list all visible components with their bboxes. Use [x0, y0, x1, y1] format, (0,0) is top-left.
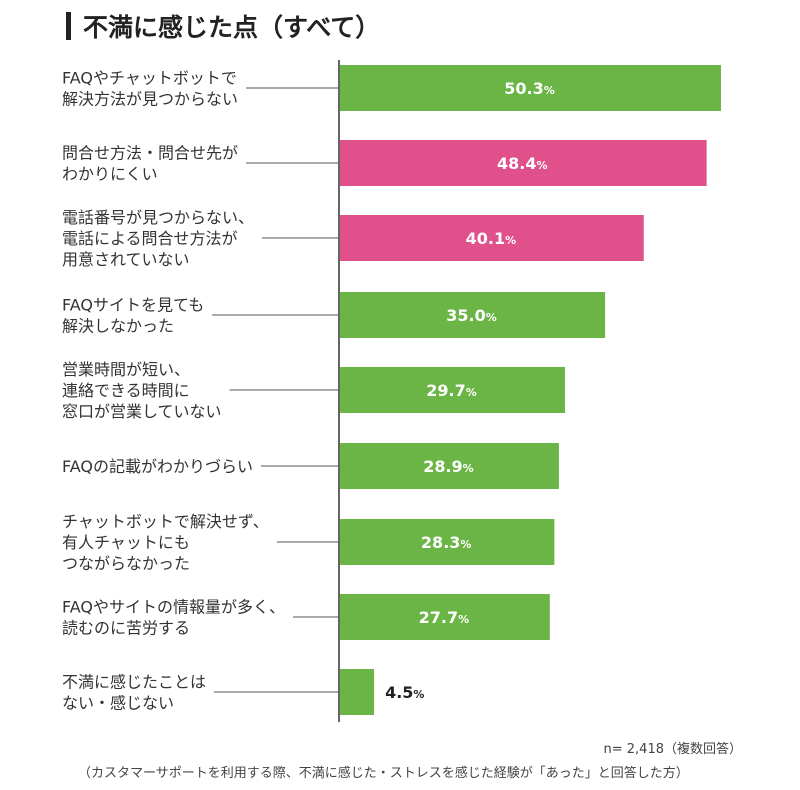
bar	[340, 65, 721, 111]
category-label: 有人チャットにも	[62, 533, 190, 552]
chart-title-text: 不満に感じた点（すべて）	[83, 13, 381, 42]
sample-size-note: n= 2,418（複数回答）	[603, 742, 742, 757]
bar	[340, 594, 550, 640]
category-label: 電話による問合せ方法が	[62, 229, 238, 248]
value-label: 29.7%	[426, 381, 477, 400]
chart-title: 不満に感じた点（すべて）	[66, 8, 380, 44]
value-label: 27.7%	[419, 608, 470, 627]
title-accent-bar	[66, 12, 71, 40]
value-label: 28.9%	[423, 457, 474, 476]
category-label: わかりにくい	[62, 165, 158, 184]
bar	[340, 215, 644, 261]
value-label: 4.5%	[385, 683, 424, 702]
category-label: FAQサイトを見ても	[62, 296, 204, 315]
value-label: 35.0%	[446, 306, 497, 325]
category-label: つながらなかった	[62, 554, 190, 573]
category-label: 連絡できる時間に	[62, 381, 190, 400]
category-label: 不満に感じたことは	[62, 673, 206, 692]
bar	[340, 443, 559, 489]
bar	[340, 292, 606, 338]
category-label: 窓口が営業していない	[62, 402, 222, 421]
bar	[340, 367, 565, 413]
category-label: チャットボットで解決せず、	[62, 512, 269, 531]
category-label: 用意されていない	[62, 250, 190, 269]
category-label: 解決しなかった	[62, 317, 174, 336]
category-label: 問合せ方法・問合せ先が	[62, 144, 238, 163]
bar	[340, 140, 707, 186]
value-label: 50.3%	[504, 79, 555, 98]
respondent-basis-note: （カスタマーサポートを利用する際、不満に感じた・ストレスを感じた経験が「あった」…	[78, 766, 689, 781]
value-label: 40.1%	[466, 229, 517, 248]
value-label: 48.4%	[497, 154, 548, 173]
category-label: 解決方法が見つからない	[62, 90, 238, 109]
bar	[340, 669, 375, 715]
category-label: 電話番号が見つからない、	[62, 208, 254, 227]
category-label: 営業時間が短い、	[62, 360, 190, 379]
bar	[340, 519, 555, 565]
category-label: FAQの記載がわかりづらい	[62, 457, 253, 476]
category-label: FAQやサイトの情報量が多く、	[62, 598, 285, 617]
category-label: 読むのに苦労する	[62, 619, 190, 638]
category-label: FAQやチャットボットで	[62, 69, 237, 88]
value-label: 28.3%	[421, 533, 472, 552]
category-label: ない・感じない	[62, 694, 174, 713]
